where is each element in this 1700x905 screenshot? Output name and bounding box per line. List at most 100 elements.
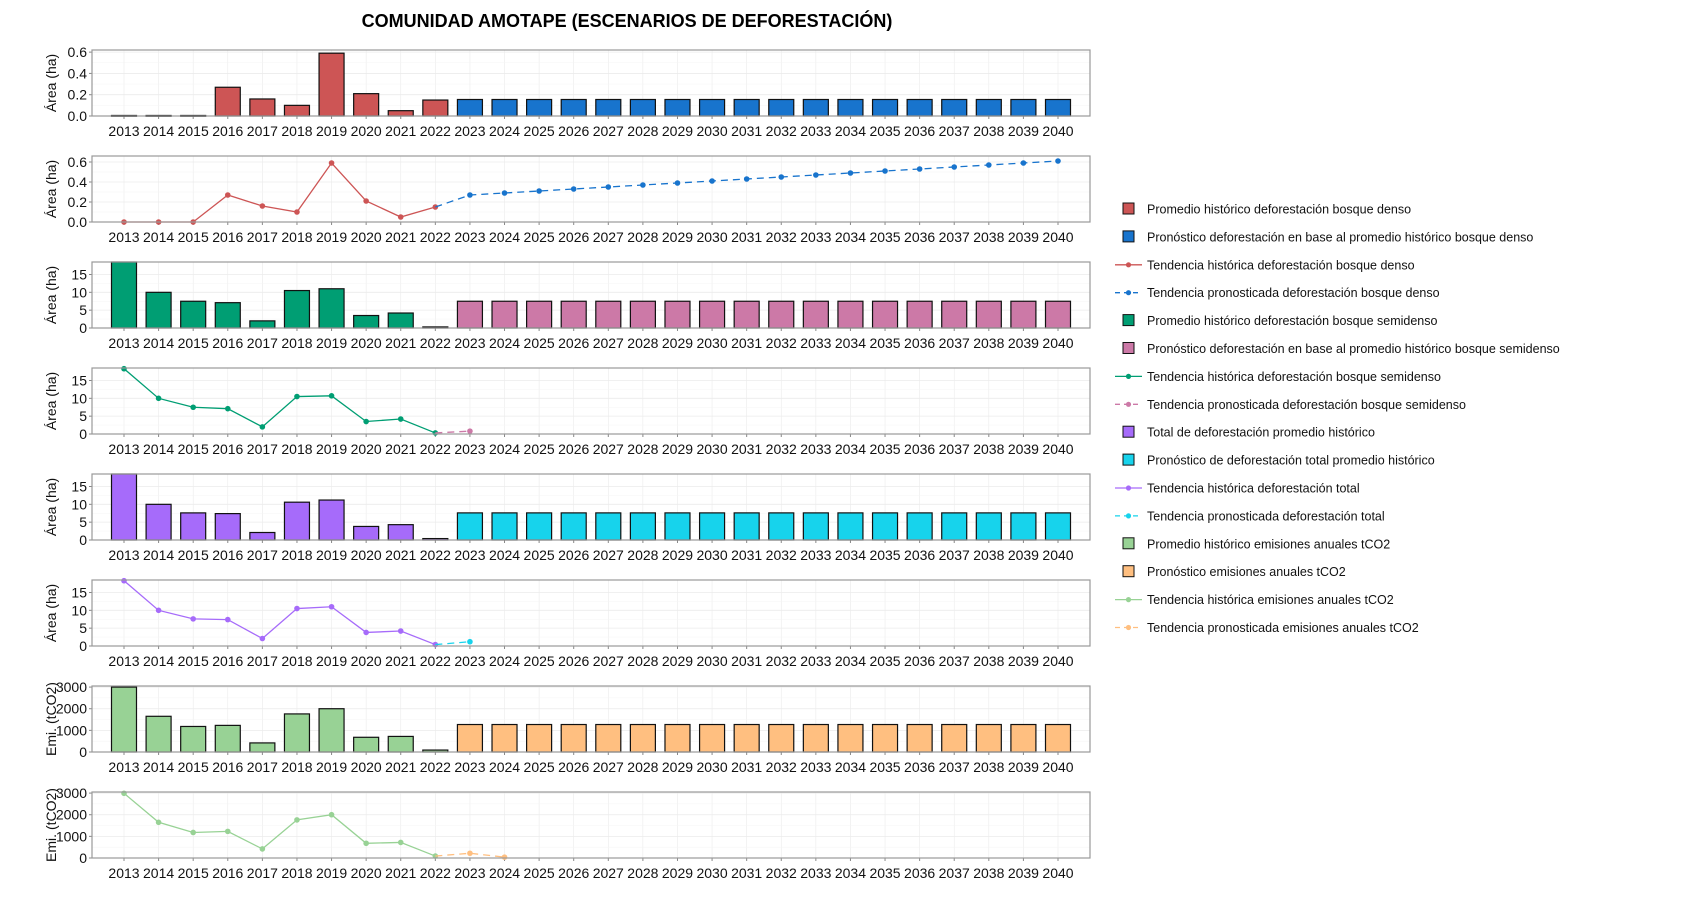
bar [906,723,933,753]
panel-border [91,367,1091,435]
bar [906,98,933,117]
data-point [294,393,300,400]
x-tick-label: 2013 [108,335,139,351]
data-point [121,365,127,372]
bar [249,320,276,329]
x-tick-label: 2021 [385,441,416,457]
bar [733,723,760,753]
x-tick-label: 2018 [281,229,312,245]
x-tick-label: 2029 [662,653,693,669]
x-tick-label: 2037 [939,759,970,775]
bar [1010,512,1037,541]
x-tick-label: 2022 [420,229,451,245]
bar [698,723,726,753]
x-tick-label: 2025 [524,123,555,139]
data-point [1020,160,1027,166]
x-tick-label: 2022 [420,335,451,351]
legend-item: Tendencia pronosticada deforestación bos… [1115,286,1440,300]
x-tick-label: 2017 [247,123,278,139]
legend-dot [1125,373,1132,379]
data-point [363,629,369,636]
y-tick-label: 2000 [56,807,87,823]
bar [837,300,864,329]
y-axis-label: Emi. (tCO2) [43,788,59,862]
x-tick-label: 2016 [212,547,243,563]
bar [837,512,864,541]
bar [318,52,345,117]
y-tick-label: 0 [79,320,87,336]
bar [629,512,656,541]
data-point [224,616,231,623]
x-tick-label: 2039 [1008,653,1039,669]
legend-label: Pronóstico deforestación en base al prom… [1147,342,1560,356]
x-tick-label: 2036 [904,441,935,457]
bar [249,98,276,117]
data-point [882,168,888,174]
bar [733,512,760,541]
data-point [397,416,404,422]
bar [975,98,1002,117]
data-point [640,182,646,188]
x-tick-label: 2029 [662,441,693,457]
bar [1010,723,1037,753]
x-tick-label: 2038 [973,335,1004,351]
bar [456,98,484,117]
x-tick-label: 2027 [593,441,624,457]
x-tick-label: 2024 [489,441,520,457]
panel-border [91,155,1091,223]
data-point [190,616,196,622]
y-axis-label: Emi. (tCO2) [43,682,59,756]
bar [941,723,968,753]
legend-label: Promedio histórico deforestación bosque … [1147,314,1437,328]
bar [249,531,276,541]
x-tick-label: 2021 [385,865,416,881]
x-tick-label: 2015 [178,441,209,457]
plot-area [92,792,1090,858]
x-tick-label: 2018 [281,441,312,457]
x-tick-label: 2034 [835,759,866,775]
x-tick-label: 2018 [281,865,312,881]
x-tick-label: 2016 [212,653,243,669]
x-tick-label: 2031 [731,229,762,245]
series-line [123,580,436,646]
x-tick-label: 2035 [869,441,900,457]
x-tick-label: 2040 [1042,123,1073,139]
y-axis-label: Área (ha) [43,54,59,112]
data-point [916,166,923,172]
legend-label: Tendencia pronosticada deforestación bos… [1147,398,1466,412]
x-tick-label: 2019 [316,123,347,139]
legend-label: Pronóstico deforestación en base al prom… [1147,230,1533,244]
x-tick-label: 2038 [973,547,1004,563]
x-tick-label: 2036 [904,123,935,139]
x-tick-label: 2038 [973,653,1004,669]
panel-7: 0 1000 2000 3000 2013 2014 2015 2016 2017 2018 201… [43,679,1091,775]
x-tick-label: 2028 [627,865,658,881]
data-point [847,170,854,176]
data-point [328,393,335,399]
x-tick-label: 2023 [454,441,485,457]
x-tick-label: 2033 [800,759,831,775]
x-tick-label: 2026 [558,335,589,351]
x-tick-label: 2019 [316,229,347,245]
y-axis-label: Área (ha) [43,266,59,324]
x-tick-label: 2025 [524,229,555,245]
data-point [259,424,266,430]
bar [975,723,1002,753]
data-point [294,209,300,215]
x-tick-label: 2031 [731,653,762,669]
bar [906,512,933,541]
x-tick-label: 2025 [524,653,555,669]
x-tick-label: 2022 [420,653,451,669]
y-tick-label: 1000 [56,722,87,738]
bar [387,110,414,117]
data-point [501,854,508,860]
x-tick-label: 2017 [247,653,278,669]
legend-label: Tendencia pronosticada deforestación tot… [1147,509,1385,523]
x-tick-label: 2035 [869,547,900,563]
bar [456,300,484,329]
data-point [501,190,508,196]
legend-label: Tendencia pronosticada deforestación bos… [1147,286,1440,300]
x-tick-label: 2027 [593,759,624,775]
y-tick-label: 0.4 [68,65,88,81]
